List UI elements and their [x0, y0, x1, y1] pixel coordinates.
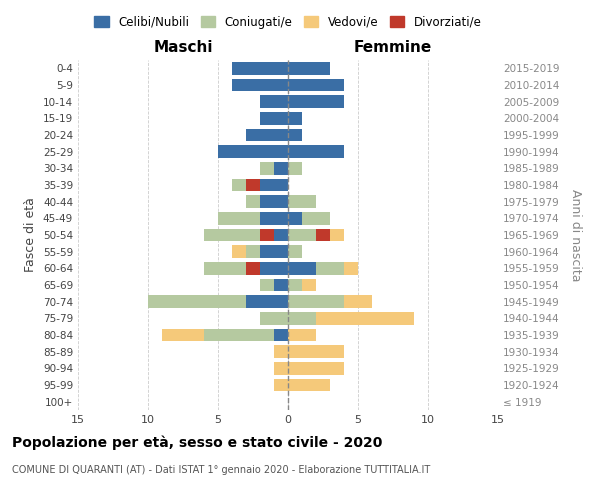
Bar [260, 162, 274, 174]
Bar [246, 296, 288, 308]
Bar [218, 212, 260, 224]
Bar [162, 329, 204, 341]
Bar [288, 229, 316, 241]
Bar [204, 262, 246, 274]
Bar [288, 129, 302, 141]
Bar [260, 196, 288, 208]
Bar [274, 379, 288, 391]
Bar [260, 246, 288, 258]
Bar [288, 196, 316, 208]
Bar [288, 296, 344, 308]
Bar [246, 196, 260, 208]
Bar [260, 229, 274, 241]
Bar [344, 262, 358, 274]
Bar [288, 379, 330, 391]
Bar [288, 329, 316, 341]
Bar [204, 329, 274, 341]
Bar [260, 212, 288, 224]
Bar [204, 229, 260, 241]
Y-axis label: Fasce di età: Fasce di età [25, 198, 37, 272]
Bar [274, 362, 288, 374]
Bar [218, 146, 288, 158]
Y-axis label: Anni di nascita: Anni di nascita [569, 188, 582, 281]
Bar [260, 96, 288, 108]
Bar [288, 262, 316, 274]
Bar [302, 279, 316, 291]
Bar [288, 279, 302, 291]
Bar [246, 179, 260, 192]
Bar [246, 129, 288, 141]
Bar [288, 212, 302, 224]
Bar [330, 229, 344, 241]
Bar [288, 312, 316, 324]
Bar [288, 346, 344, 358]
Bar [260, 262, 288, 274]
Legend: Celibi/Nubili, Coniugati/e, Vedovi/e, Divorziati/e: Celibi/Nubili, Coniugati/e, Vedovi/e, Di… [89, 11, 487, 34]
Bar [260, 312, 288, 324]
Bar [232, 179, 246, 192]
Bar [316, 312, 414, 324]
Bar [288, 96, 344, 108]
Bar [274, 279, 288, 291]
Bar [274, 346, 288, 358]
Bar [274, 329, 288, 341]
Bar [148, 296, 246, 308]
Text: Maschi: Maschi [153, 40, 213, 55]
Bar [232, 79, 288, 92]
Bar [288, 146, 344, 158]
Bar [232, 62, 288, 74]
Bar [344, 296, 372, 308]
Bar [316, 262, 344, 274]
Bar [246, 262, 260, 274]
Bar [288, 162, 302, 174]
Bar [274, 229, 288, 241]
Bar [274, 162, 288, 174]
Bar [246, 246, 260, 258]
Bar [288, 246, 302, 258]
Bar [260, 279, 274, 291]
Bar [288, 62, 330, 74]
Bar [260, 179, 288, 192]
Bar [288, 362, 344, 374]
Bar [302, 212, 330, 224]
Bar [316, 229, 330, 241]
Text: COMUNE DI QUARANTI (AT) - Dati ISTAT 1° gennaio 2020 - Elaborazione TUTTITALIA.I: COMUNE DI QUARANTI (AT) - Dati ISTAT 1° … [12, 465, 430, 475]
Text: Popolazione per età, sesso e stato civile - 2020: Popolazione per età, sesso e stato civil… [12, 435, 382, 450]
Text: Femmine: Femmine [354, 40, 432, 55]
Bar [232, 246, 246, 258]
Bar [260, 112, 288, 124]
Bar [288, 112, 302, 124]
Bar [288, 79, 344, 92]
